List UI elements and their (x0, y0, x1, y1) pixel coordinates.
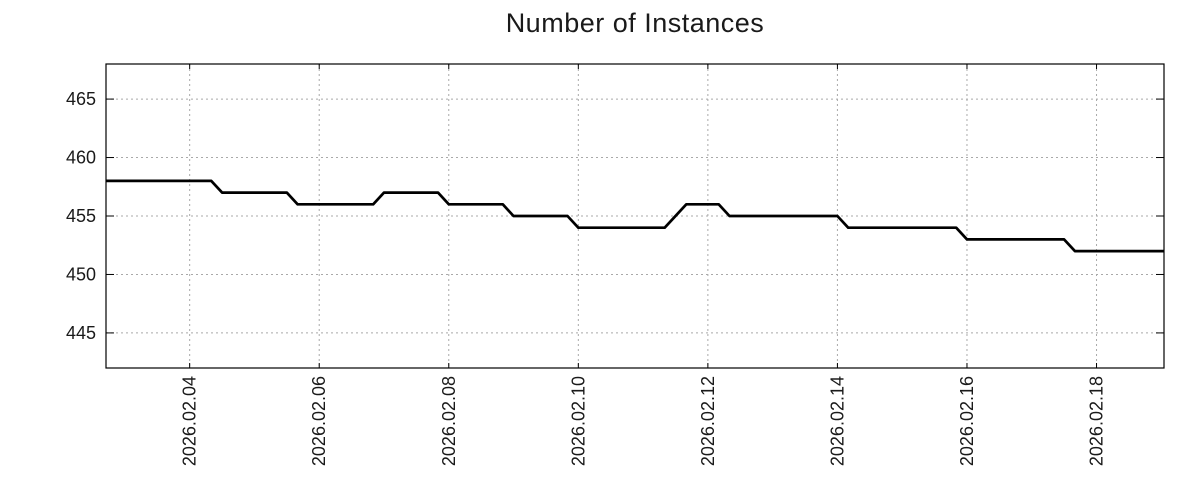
chart-title: Number of Instances (505, 8, 765, 38)
y-tick-label: 455 (66, 206, 96, 226)
x-tick-label: 2026.02.04 (180, 376, 200, 466)
y-tick-label: 445 (66, 323, 96, 343)
x-tick-label: 2026.02.10 (568, 376, 588, 466)
y-tick-label: 465 (66, 89, 96, 109)
plot-frame (105, 63, 1165, 369)
x-tick-label: 2026.02.16 (957, 376, 977, 466)
x-tick-label: 2026.02.08 (439, 376, 459, 466)
x-tick-label: 2026.02.14 (827, 376, 847, 466)
y-tick-label: 460 (66, 148, 96, 168)
series-line (106, 179, 1164, 253)
y-tick-label: 450 (66, 264, 96, 284)
x-tick-label: 2026.02.18 (1087, 376, 1107, 466)
x-tick-label: 2026.02.06 (309, 376, 329, 466)
x-tick-label: 2026.02.12 (698, 376, 718, 466)
